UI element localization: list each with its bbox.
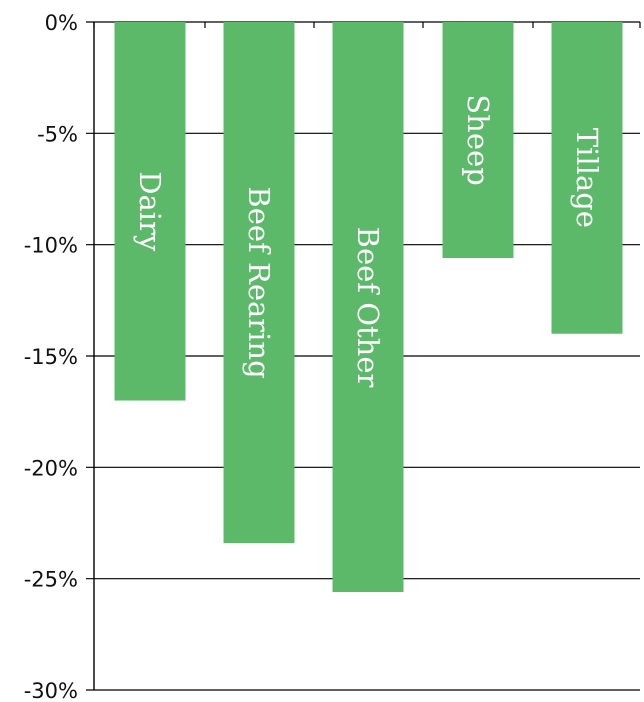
y-tick-label: -10% [24, 234, 78, 258]
bar-label: Tillage [570, 128, 604, 228]
bar-dairy [114, 22, 186, 401]
y-tick-label: -15% [24, 345, 78, 369]
bar-beef-rearing [223, 22, 295, 544]
bar-label: Beef Rearing [242, 186, 276, 378]
y-tick-label: 0% [45, 11, 78, 35]
y-tick-label: -30% [24, 679, 78, 702]
bar-tillage [551, 22, 623, 334]
bars [114, 22, 623, 593]
y-tick-label: -25% [24, 568, 78, 592]
bar-label: Sheep [461, 94, 495, 185]
bar-sheep [442, 22, 514, 259]
y-tick-labels: 0% -5% -10% -15% -20% -25% -30% [24, 11, 78, 702]
y-tick-label: -5% [37, 122, 78, 146]
bar-labels: Dairy Beef Rearing Beef Other Sheep Tillage [133, 94, 604, 387]
bar-label: Dairy [133, 171, 167, 252]
bar-beef-other [332, 22, 404, 593]
bar-label: Beef Other [351, 227, 385, 388]
y-tick-label: -20% [24, 456, 78, 480]
